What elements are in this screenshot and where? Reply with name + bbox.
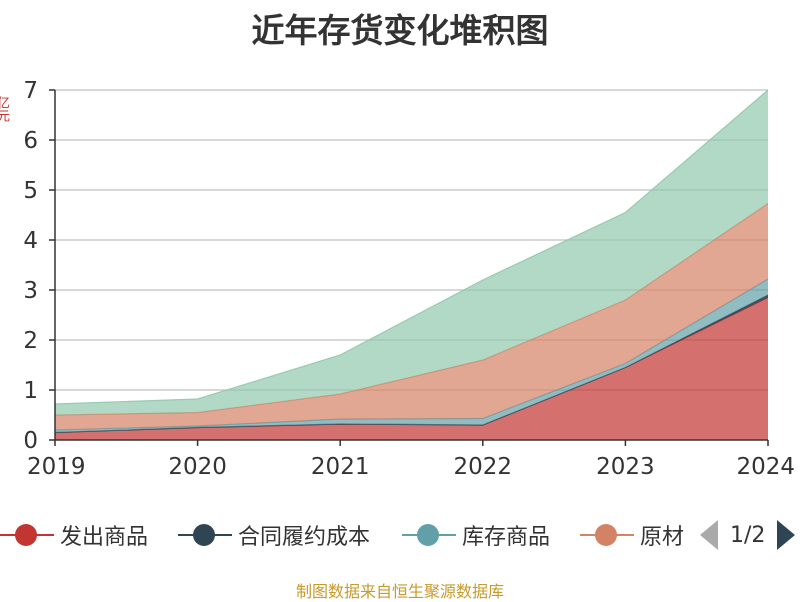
legend-swatch-fachu — [0, 518, 54, 552]
chart-title: 近年存货变化堆积图 — [251, 11, 549, 50]
legend-item-kucun[interactable]: 库存商品 — [402, 518, 550, 552]
legend-swatch-hetong — [178, 518, 232, 552]
area-series-4 — [55, 90, 768, 415]
legend-swatch-yuancailiao — [580, 518, 634, 552]
legend-swatch-kucun — [402, 518, 456, 552]
y-tick-label: 6 — [23, 128, 38, 154]
legend-item-hetong[interactable]: 合同履约成本 — [178, 518, 370, 552]
x-tick-label: 2022 — [454, 454, 513, 480]
legend-item-fachu[interactable]: 发出商品 — [0, 518, 148, 552]
area-series-0 — [55, 297, 768, 440]
legend-prev-page-icon[interactable] — [700, 520, 718, 550]
legend-pager: 1/2 — [700, 516, 796, 554]
y-tick-label: 2 — [23, 328, 38, 354]
y-tick-label: 4 — [23, 228, 38, 254]
y-tick-label: 5 — [23, 178, 38, 204]
y-tick-label: 1 — [23, 378, 38, 404]
x-tick-label: 2024 — [736, 454, 795, 480]
legend-item-yuancailiao[interactable]: 原材 — [580, 518, 684, 552]
legend-label-kucun: 库存商品 — [462, 525, 551, 550]
area-series-line-4 — [54, 89, 769, 405]
stacked-area-chart: 0 1 2 3 4 5 6 7 2019 2020 2021 2022 2023 2024 — [23, 78, 795, 480]
y-tick-label: 0 — [23, 428, 38, 454]
legend-page-indicator: 1/2 — [730, 522, 766, 548]
x-tick-label: 2021 — [311, 454, 370, 480]
y-tick-label: 3 — [23, 278, 38, 304]
legend-label-yuancailiao: 原材 — [640, 525, 685, 550]
y-tick-label: 7 — [23, 78, 38, 104]
x-tick-label: 2020 — [168, 454, 227, 480]
legend-label-hetong: 合同履约成本 — [238, 525, 371, 550]
data-source-note: 制图数据来自恒生聚源数据库 — [295, 582, 504, 601]
x-tick-label: 2019 — [27, 454, 86, 480]
legend: 发出商品 合同履约成本 库存商品 原材 — [0, 518, 690, 552]
area-series-3 — [55, 203, 768, 430]
y-axis-label-fragment: 亿元 — [0, 96, 9, 122]
legend-label-fachu: 发出商品 — [60, 525, 149, 550]
x-tick-label: 2023 — [596, 454, 655, 480]
legend-next-page-icon[interactable] — [777, 520, 796, 550]
